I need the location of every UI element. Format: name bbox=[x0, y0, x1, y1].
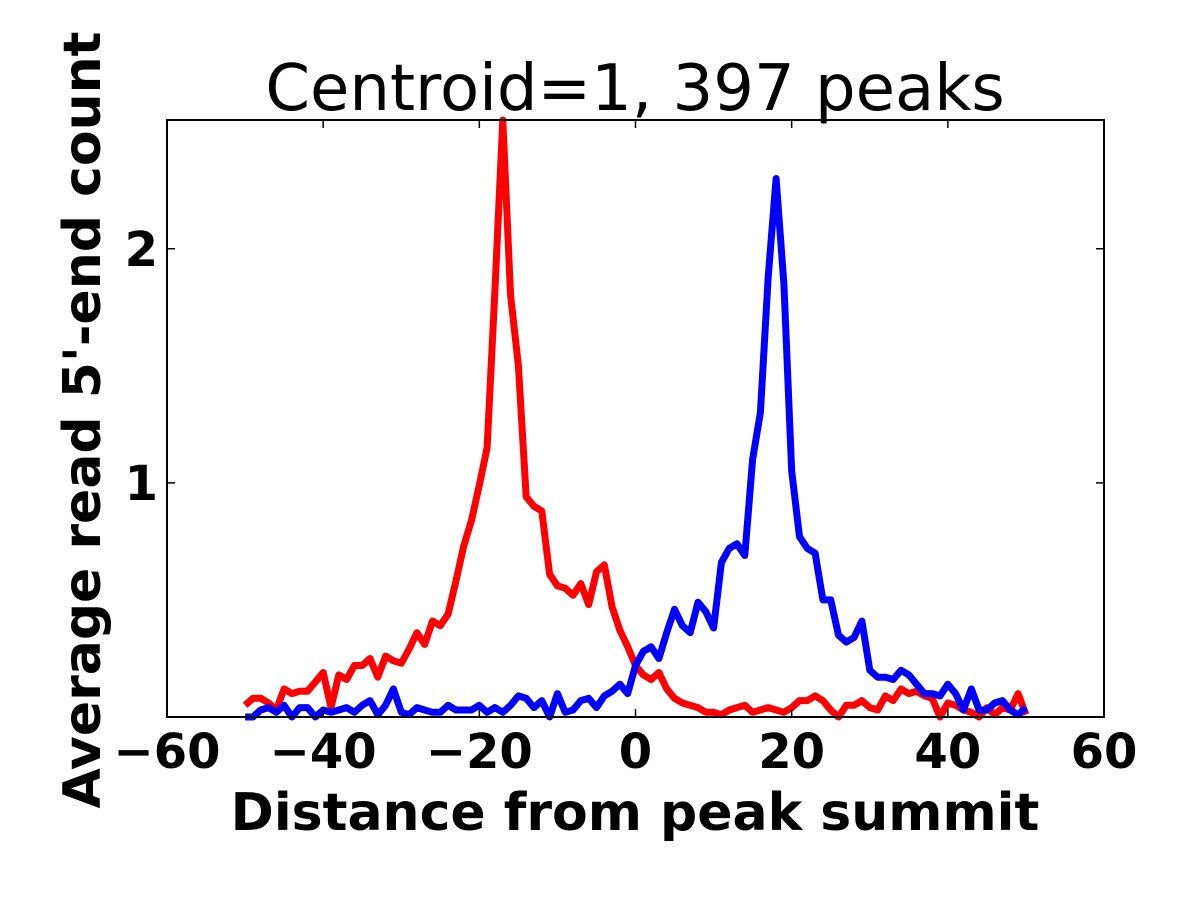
series-layer bbox=[242, 116, 1030, 721]
y-tick-label: 1 bbox=[125, 456, 158, 512]
x-tick-label: 60 bbox=[1071, 724, 1138, 780]
series-line-2 bbox=[245, 175, 1029, 721]
chart-title: Centroid=1, 397 peaks bbox=[265, 52, 1004, 126]
y-axis-label: Average read 5'-end count bbox=[53, 32, 113, 809]
x-axis-label: Distance from peak summit bbox=[231, 783, 1040, 843]
x-tick-label: −40 bbox=[270, 724, 377, 780]
x-tick-label: 20 bbox=[758, 724, 825, 780]
x-tick-label: 40 bbox=[914, 724, 981, 780]
tick-layer: −60 −40 −20 0 20 40 60 1 2 bbox=[113, 120, 1137, 780]
x-tick-label: −20 bbox=[426, 724, 533, 780]
x-tick-label: 0 bbox=[619, 724, 652, 780]
x-tick-label: −60 bbox=[113, 724, 220, 780]
y-tick-label: 2 bbox=[125, 222, 158, 278]
